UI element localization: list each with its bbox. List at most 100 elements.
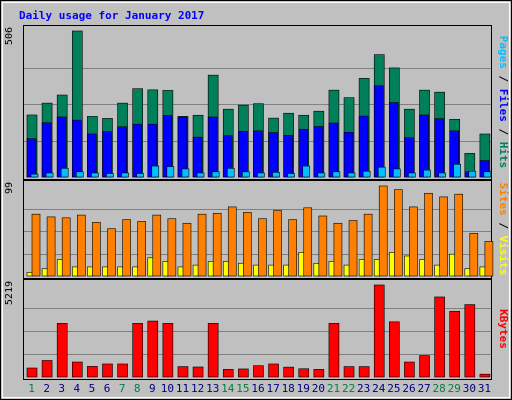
bar-kbytes-day-23	[358, 366, 370, 378]
bar-files-day-13	[207, 116, 218, 178]
bar-pages-day-22	[347, 172, 356, 178]
day-label-28: 28	[433, 382, 446, 395]
bar-pages-day-4	[75, 171, 84, 178]
bar-sites-day-10	[167, 218, 177, 277]
bar-pages-day-27	[423, 169, 431, 178]
bar-sites-day-6	[107, 228, 116, 277]
day-label-31: 31	[478, 382, 491, 395]
bar-pages-day-10	[166, 166, 175, 178]
day-label-20: 20	[312, 382, 325, 395]
bar-pages-day-7	[121, 172, 129, 178]
bar-kbytes-day-11	[177, 366, 189, 378]
bar-sites-day-27	[424, 192, 433, 277]
day-label-13: 13	[206, 382, 219, 395]
y-legend-0-part-3: /	[497, 122, 510, 142]
bar-pages-day-30	[468, 170, 477, 178]
bar-pages-day-31	[483, 171, 492, 178]
bar-kbytes-day-28	[434, 296, 445, 378]
bar-sites-day-13	[212, 212, 222, 277]
bar-pages-day-5	[91, 172, 99, 178]
day-label-17: 17	[266, 382, 279, 395]
bar-kbytes-day-2	[41, 360, 53, 378]
bar-pages-day-26	[408, 172, 416, 178]
bar-sites-day-18	[288, 219, 297, 277]
bar-files-day-1	[26, 138, 37, 178]
y-legend-1-part-2: Visits	[497, 236, 510, 276]
bar-pages-day-9	[151, 165, 160, 178]
bar-kbytes-day-12	[192, 366, 204, 378]
y-legend-0: Pages / Files / Hits	[497, 36, 510, 169]
bar-files-day-25	[389, 102, 399, 178]
bar-files-day-2	[41, 122, 52, 178]
y-legend-0-part-1: /	[497, 69, 510, 89]
bar-pages-day-23	[362, 170, 371, 178]
bar-sites-day-26	[409, 206, 418, 277]
day-label-18: 18	[282, 382, 295, 395]
bar-kbytes-day-6	[102, 363, 113, 378]
y-legend-2-part-0: KBytes	[497, 309, 510, 349]
bar-kbytes-day-30	[464, 304, 476, 378]
bar-kbytes-day-17	[268, 363, 279, 378]
bar-files-day-21	[328, 122, 339, 178]
bar-sites-day-14	[227, 206, 237, 277]
bar-files-day-23	[358, 115, 369, 178]
bar-kbytes-day-1	[26, 367, 38, 378]
bar-sites-day-23	[363, 213, 373, 277]
bar-files-day-6	[102, 131, 112, 178]
bar-kbytes-day-16	[253, 365, 264, 378]
bar-kbytes-day-5	[87, 366, 98, 378]
day-label-2: 2	[43, 382, 50, 395]
bar-sites-day-19	[303, 207, 313, 277]
bar-kbytes-day-9	[147, 320, 159, 378]
bar-pages-day-21	[332, 171, 341, 178]
bar-kbytes-day-21	[328, 323, 340, 378]
bar-sites-day-20	[318, 215, 328, 277]
bar-pages-day-2	[45, 172, 54, 178]
bar-pages-day-14	[226, 168, 235, 178]
bar-sites-day-12	[197, 213, 207, 277]
bar-files-day-4	[71, 119, 82, 178]
bar-kbytes-day-3	[56, 323, 68, 378]
bar-sites-day-4	[76, 214, 86, 277]
day-label-7: 7	[119, 382, 126, 395]
bar-pages-day-13	[211, 171, 220, 178]
bar-pages-day-29	[453, 164, 462, 178]
bar-pages-day-6	[106, 173, 114, 178]
bar-sites-day-21	[333, 222, 343, 277]
day-label-10: 10	[161, 382, 174, 395]
bar-kbytes-day-18	[283, 366, 294, 378]
bar-files-day-22	[343, 131, 354, 178]
y-legend-1-part-1: /	[497, 216, 510, 236]
bar-pages-day-25	[393, 168, 401, 178]
bar-kbytes-day-4	[71, 361, 83, 378]
bar-sites-day-2	[46, 216, 56, 277]
bar-sites-day-16	[258, 218, 267, 277]
bar-kbytes-day-7	[117, 363, 128, 378]
day-label-26: 26	[402, 382, 415, 395]
bar-sites-day-7	[122, 219, 131, 277]
day-label-19: 19	[297, 382, 310, 395]
day-label-21: 21	[327, 382, 340, 395]
bar-sites-day-31	[484, 241, 494, 277]
day-label-15: 15	[236, 382, 249, 395]
bar-pages-day-8	[136, 173, 144, 178]
bar-kbytes-day-10	[162, 323, 174, 378]
bar-files-day-3	[56, 116, 67, 178]
bar-files-day-16	[253, 130, 263, 178]
day-label-14: 14	[221, 382, 235, 395]
day-label-11: 11	[176, 382, 189, 395]
bar-pages-day-11	[181, 168, 190, 178]
bar-files-day-5	[87, 133, 97, 178]
bar-pages-day-17	[272, 172, 280, 178]
bar-kbytes-day-22	[343, 366, 355, 378]
y-max-label: 5219	[4, 281, 15, 305]
bar-sites-day-8	[137, 221, 146, 277]
bar-kbytes-day-26	[404, 361, 415, 378]
y-legend-2: KBytes	[497, 309, 510, 349]
bar-pages-day-16	[257, 172, 265, 178]
bar-kbytes-day-31	[479, 373, 491, 378]
bar-kbytes-day-20	[313, 369, 325, 378]
day-label-6: 6	[104, 382, 111, 395]
bar-sites-day-1	[31, 213, 41, 277]
y-legend-0-part-0: Pages	[497, 36, 510, 69]
